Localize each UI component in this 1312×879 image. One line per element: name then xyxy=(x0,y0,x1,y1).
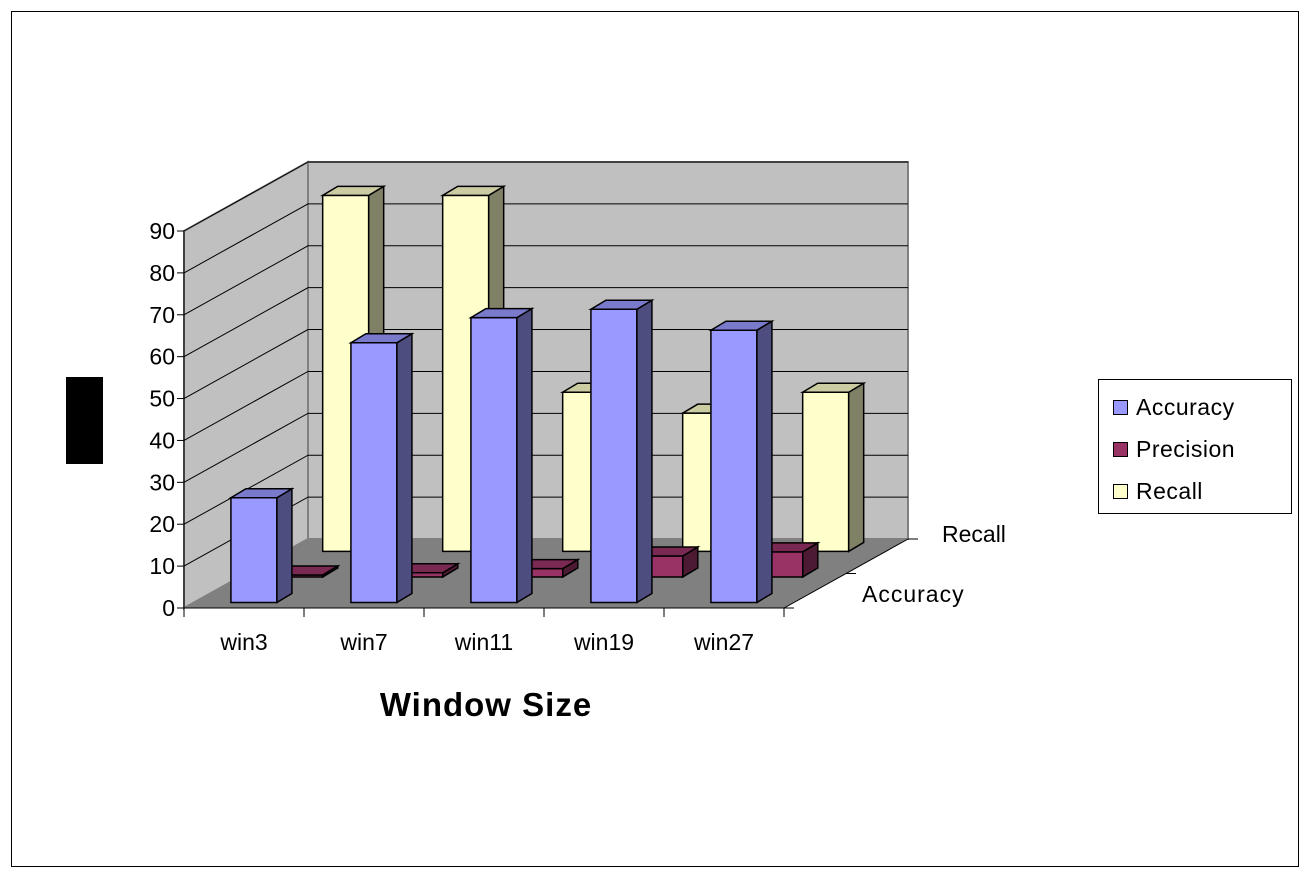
y-axis-label-redaction xyxy=(66,377,103,464)
y-tick-label: 60 xyxy=(149,344,175,370)
bar-accuracy-win19 xyxy=(588,298,655,604)
chart-frame xyxy=(11,11,1299,867)
x-tick-label: win11 xyxy=(454,629,513,655)
y-tick-label: 40 xyxy=(149,427,175,453)
y-tick-label: 70 xyxy=(149,302,175,328)
depth-label-accuracy: Accuracy xyxy=(862,581,965,607)
y-tick-label: 80 xyxy=(149,260,175,286)
y-tick-label: 10 xyxy=(149,553,175,579)
y-axis: 0 10 20 30 40 50 60 70 80 90 xyxy=(149,218,185,621)
gridline xyxy=(183,329,908,399)
x-tick-label: win19 xyxy=(573,629,634,655)
bar-front xyxy=(710,329,758,604)
y-tick-label: 30 xyxy=(149,469,175,495)
bar-top xyxy=(439,185,507,197)
bar-accuracy-win27 xyxy=(708,319,775,604)
y-tick-label: 90 xyxy=(149,218,175,244)
x-tick-label: win3 xyxy=(219,629,267,655)
bar-side xyxy=(516,307,533,604)
y-tick-label: 20 xyxy=(149,511,175,537)
bar-top xyxy=(348,333,415,344)
legend-item-accuracy: Accuracy xyxy=(1099,386,1291,428)
bar-side xyxy=(396,332,413,604)
bar-front xyxy=(230,497,278,604)
bar-top xyxy=(228,488,295,499)
legend-item-recall: Recall xyxy=(1099,470,1291,512)
x-axis: win3 win7 win11 win19 win27 xyxy=(183,607,785,655)
bar-top xyxy=(468,307,535,319)
bar-top xyxy=(708,320,775,331)
bar-accuracy-win11 xyxy=(468,307,535,604)
bar-side xyxy=(756,319,773,604)
bar-top xyxy=(588,299,655,311)
bars xyxy=(228,185,867,604)
bar-top xyxy=(799,382,867,393)
gridline xyxy=(183,370,908,441)
bar-side xyxy=(636,298,653,604)
legend-label: Precision xyxy=(1136,435,1236,462)
bar-accuracy-win3 xyxy=(228,487,295,604)
gridline xyxy=(183,203,908,274)
bar-side xyxy=(847,381,865,553)
bar-front xyxy=(590,308,638,604)
depth-label-recall: Recall xyxy=(942,521,1006,547)
legend-swatch-precision xyxy=(1113,441,1128,457)
bar-recall-win27 xyxy=(799,381,867,553)
gridline xyxy=(183,287,908,358)
bar-top xyxy=(319,185,387,197)
y-tick-label: 50 xyxy=(149,386,175,412)
gridline xyxy=(183,161,908,232)
y-tick-label: 0 xyxy=(162,595,175,621)
bar-front xyxy=(801,391,850,553)
bar-front xyxy=(470,316,518,604)
legend: Accuracy Precision Recall xyxy=(1098,379,1292,514)
legend-item-precision: Precision xyxy=(1099,428,1291,470)
bar-side xyxy=(276,487,293,604)
legend-label: Accuracy xyxy=(1136,393,1235,420)
x-axis-title: Window Size xyxy=(380,686,592,723)
gridline xyxy=(183,245,908,316)
depth-axis: Recall Accuracy xyxy=(783,521,1006,609)
legend-swatch-accuracy xyxy=(1113,399,1128,415)
legend-label: Recall xyxy=(1136,477,1203,504)
legend-swatch-recall xyxy=(1113,483,1128,499)
bar-accuracy-win7 xyxy=(348,332,415,604)
x-tick-label: win27 xyxy=(693,629,754,655)
x-tick-label: win7 xyxy=(339,629,387,655)
bar-front xyxy=(350,342,398,604)
